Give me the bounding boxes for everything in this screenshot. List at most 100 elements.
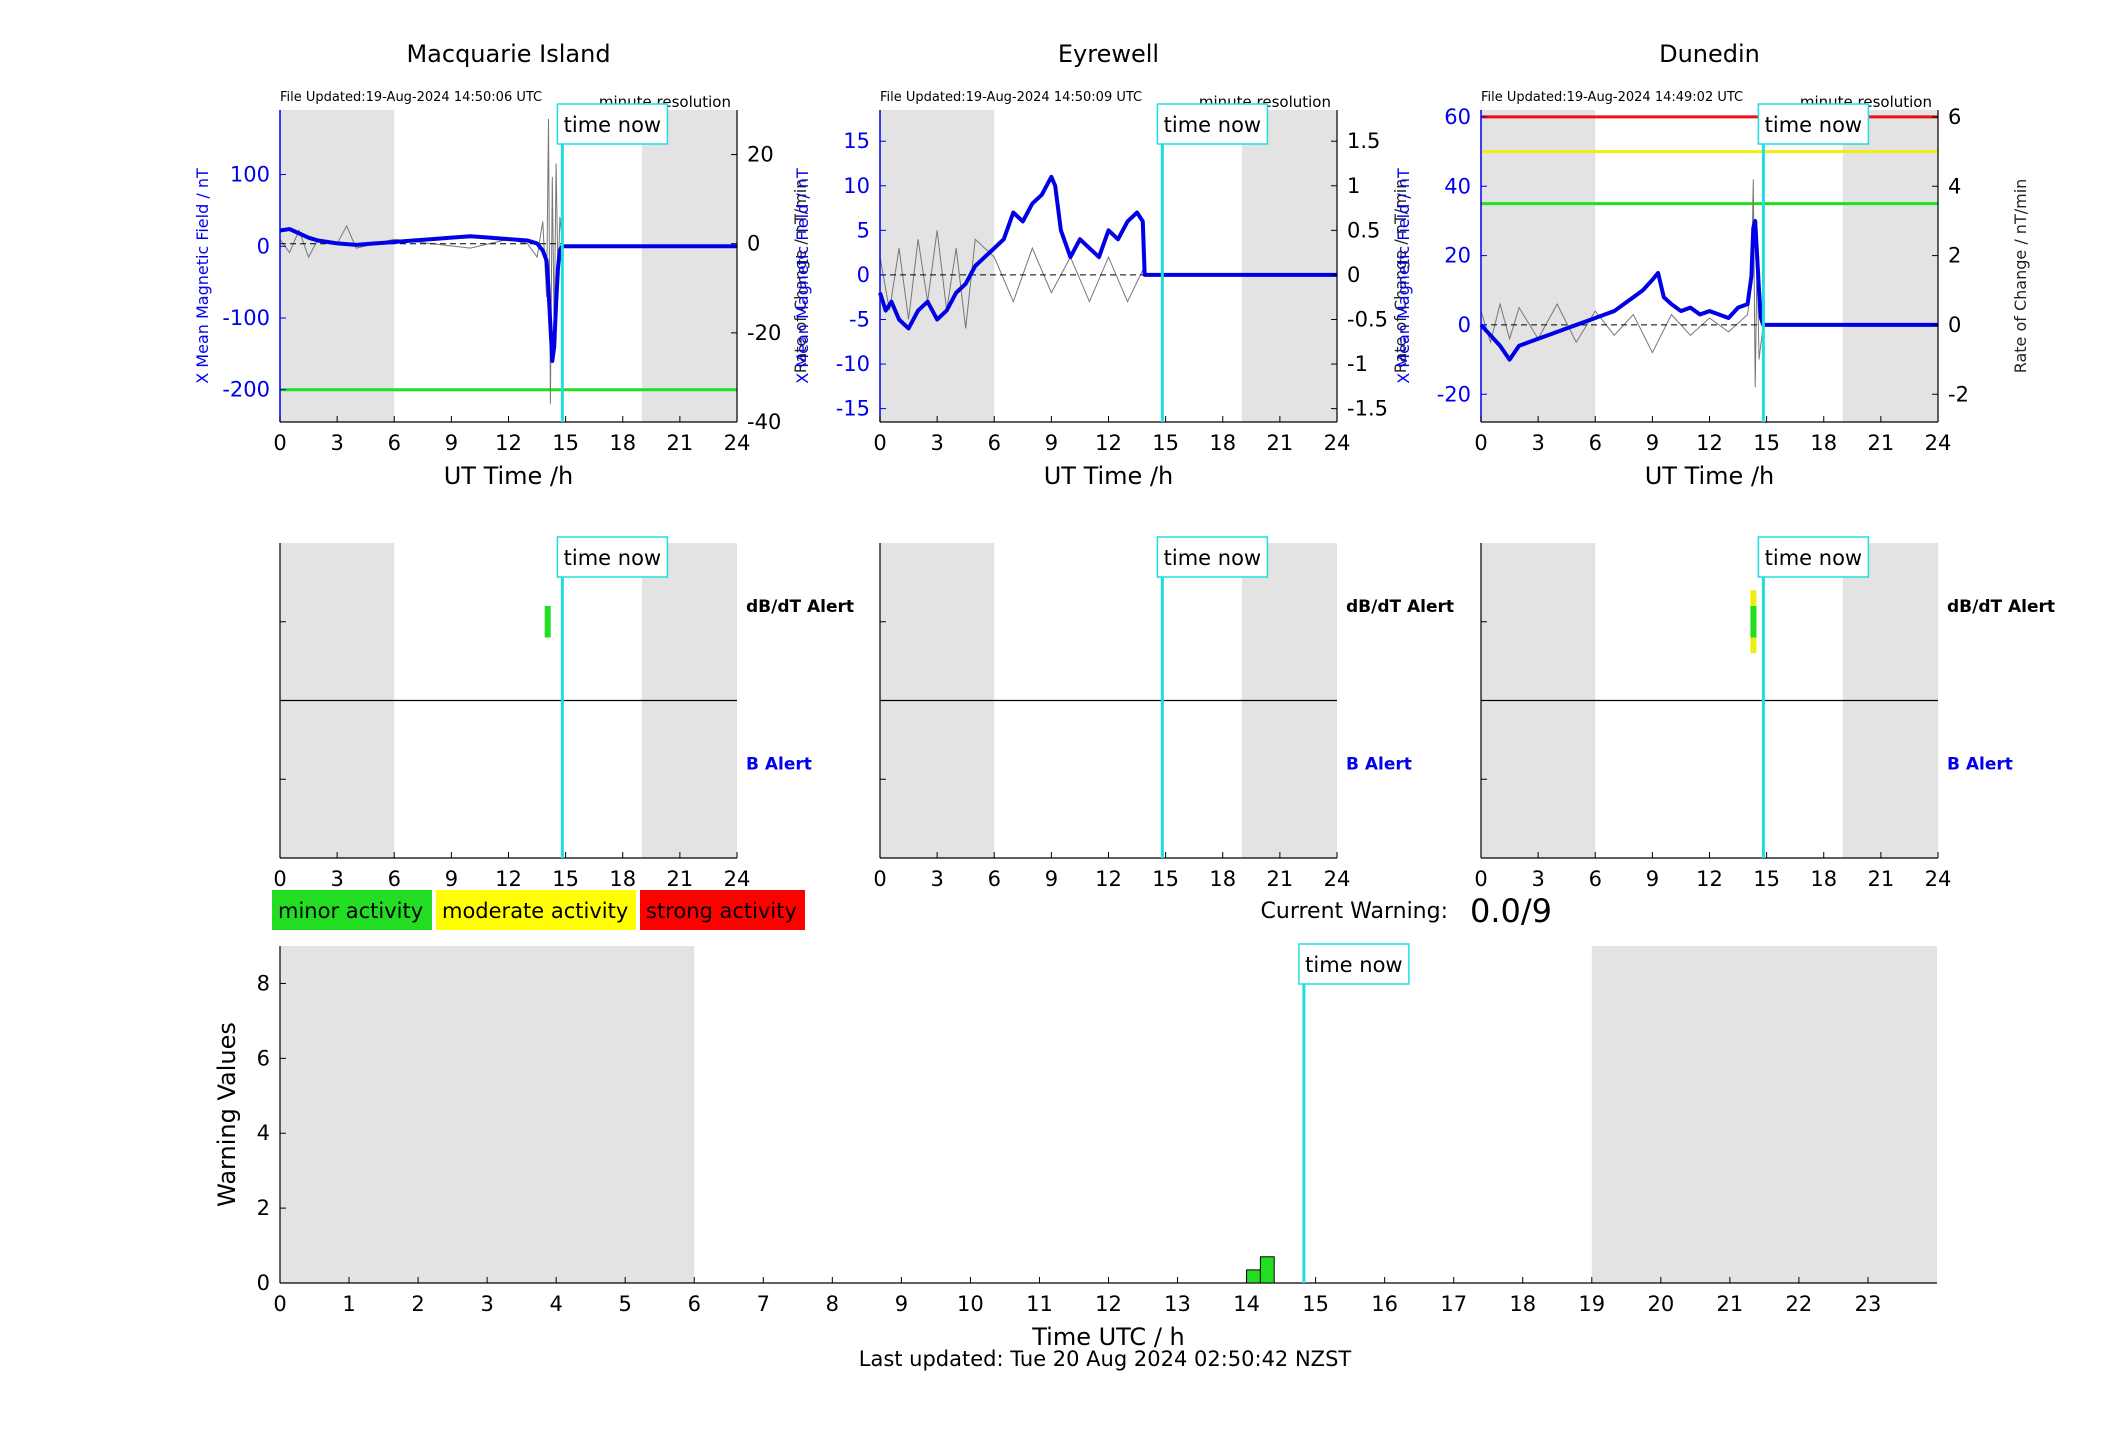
right-y-tick-label: -0.5 — [1347, 307, 1388, 331]
rate-of-change-line — [879, 230, 1146, 329]
right-y-axis-label: Rate of Change / nT/min — [2011, 179, 2030, 374]
y-tick-label: 60 — [1444, 105, 1471, 129]
alert-time-now-box — [556, 536, 669, 578]
x-axis-label: UT Time /h — [444, 462, 574, 490]
x-tick-label: 5 — [619, 1292, 632, 1316]
x-tick-label: 13 — [1164, 1292, 1191, 1316]
x-tick-label: 12 — [1696, 431, 1723, 455]
x-tick-label: 18 — [1209, 431, 1236, 455]
x-tick-label: 23 — [1855, 1292, 1882, 1316]
current-warning: Current Warning: 0.0/9 — [1261, 892, 1553, 930]
y-tick-label: 2 — [257, 1196, 270, 1220]
y-tick-label: -200 — [222, 378, 270, 402]
x-tick-label: 3 — [330, 431, 343, 455]
x-tick-label: 6 — [1589, 431, 1602, 455]
alert-time-now-label: time now — [564, 546, 661, 570]
y-tick-label: 6 — [257, 1046, 270, 1070]
y-tick-label: 100 — [230, 163, 270, 187]
x-tick-label: 2 — [411, 1292, 424, 1316]
night-shading — [1591, 946, 1937, 1283]
y-tick-label: 20 — [1444, 244, 1471, 268]
alert-time-now-box — [1156, 536, 1269, 578]
alert-x-tick-label: 12 — [1095, 867, 1122, 891]
alert-x-tick-label: 21 — [1267, 867, 1294, 891]
right-y-axis-label: Rate of Change / nT/min — [791, 179, 810, 374]
alert-x-tick-label: 24 — [1925, 867, 1952, 891]
x-tick-label: 8 — [826, 1292, 839, 1316]
x-tick-label: 24 — [1925, 431, 1952, 455]
y-tick-label: -15 — [836, 397, 870, 421]
time-now-label: time now — [1164, 113, 1261, 137]
time-now-box — [1156, 103, 1269, 145]
x-tick-label: 20 — [1647, 1292, 1674, 1316]
x-tick-label: 9 — [1646, 431, 1659, 455]
alert-x-tick-label: 15 — [1152, 867, 1179, 891]
alert-x-tick-label: 6 — [988, 867, 1001, 891]
y-tick-label: -10 — [836, 352, 870, 376]
x-tick-label: 6 — [688, 1292, 701, 1316]
y-tick-label: 10 — [843, 174, 870, 198]
x-tick-label: 21 — [1717, 1292, 1744, 1316]
night-shading — [1842, 110, 1938, 422]
alert-time-now-box — [1757, 536, 1870, 578]
x-tick-label: 3 — [1531, 431, 1544, 455]
alert-x-tick-label: 18 — [609, 867, 636, 891]
x-tick-label: 24 — [1324, 431, 1351, 455]
right-y-tick-label: -20 — [747, 321, 781, 345]
night-shading — [1481, 110, 1596, 422]
x-tick-label: 11 — [1026, 1292, 1053, 1316]
right-y-tick-label: -1.5 — [1347, 397, 1388, 421]
x-axis-label: UT Time /h — [1044, 462, 1174, 490]
x-tick-label: 3 — [930, 431, 943, 455]
right-y-tick-label: -1 — [1347, 352, 1368, 376]
alert-time-now-label: time now — [1765, 546, 1862, 570]
alert-x-tick-label: 3 — [930, 867, 943, 891]
dbdt-alert-label: dB/dT Alert — [1947, 597, 2055, 617]
x-tick-label: 0 — [273, 1292, 286, 1316]
x-tick-label: 3 — [480, 1292, 493, 1316]
b-alert-label: B Alert — [1947, 755, 2013, 775]
x-tick-label: 12 — [1095, 431, 1122, 455]
time-now-label: time now — [564, 113, 661, 137]
x-axis-label: Time UTC / h — [1031, 1323, 1185, 1351]
x-axis-label: UT Time /h — [1645, 462, 1775, 490]
right-y-tick-label: 0.5 — [1347, 218, 1380, 242]
y-tick-label: 40 — [1444, 174, 1471, 198]
alert-x-tick-label: 3 — [330, 867, 343, 891]
right-y-tick-label: 4 — [1948, 174, 1961, 198]
y-tick-label: -100 — [222, 306, 270, 330]
y-axis-label: Warning Values — [213, 1022, 241, 1207]
alert-x-tick-label: 15 — [552, 867, 579, 891]
station-panel-macquarie-island: Macquarie Island 100 0 -100 -200 20 0 -20 -40 0 3 6… — [193, 40, 854, 891]
b-alert-label: B Alert — [1346, 755, 1412, 775]
activity-legend: minor activity moderate activity strong ac… — [272, 890, 805, 930]
night-shading — [280, 110, 395, 422]
x-tick-label: 9 — [895, 1292, 908, 1316]
right-y-tick-label: -40 — [747, 410, 781, 434]
x-tick-label: 12 — [1095, 1292, 1122, 1316]
file-updated: File Updated:19-Aug-2024 14:49:02 UTC — [1481, 90, 1743, 105]
x-tick-label: 6 — [388, 431, 401, 455]
time-now-box — [1757, 103, 1870, 145]
right-y-tick-label: 1 — [1347, 174, 1360, 198]
alert-x-tick-label: 21 — [1868, 867, 1895, 891]
warning-bar — [1259, 1256, 1275, 1284]
alert-x-tick-label: 12 — [495, 867, 522, 891]
right-y-tick-label: 6 — [1948, 105, 1961, 129]
x-tick-label: 18 — [1810, 431, 1837, 455]
mean-field-line — [1479, 218, 1938, 362]
dbdt-alert-bar-inner — [1750, 606, 1757, 638]
alert-x-tick-label: 0 — [1474, 867, 1487, 891]
time-now-label: time now — [1765, 113, 1862, 137]
y-tick-label: 5 — [857, 218, 870, 242]
alert-x-tick-label: 18 — [1810, 867, 1837, 891]
alert-x-tick-label: 9 — [1045, 867, 1058, 891]
alert-x-tick-label: 0 — [273, 867, 286, 891]
y-tick-label: 0 — [1458, 313, 1471, 337]
night-shading — [641, 110, 737, 422]
warning-bar — [1246, 1269, 1261, 1284]
alert-time-now-label: time now — [1164, 546, 1261, 570]
x-tick-label: 0 — [273, 431, 286, 455]
